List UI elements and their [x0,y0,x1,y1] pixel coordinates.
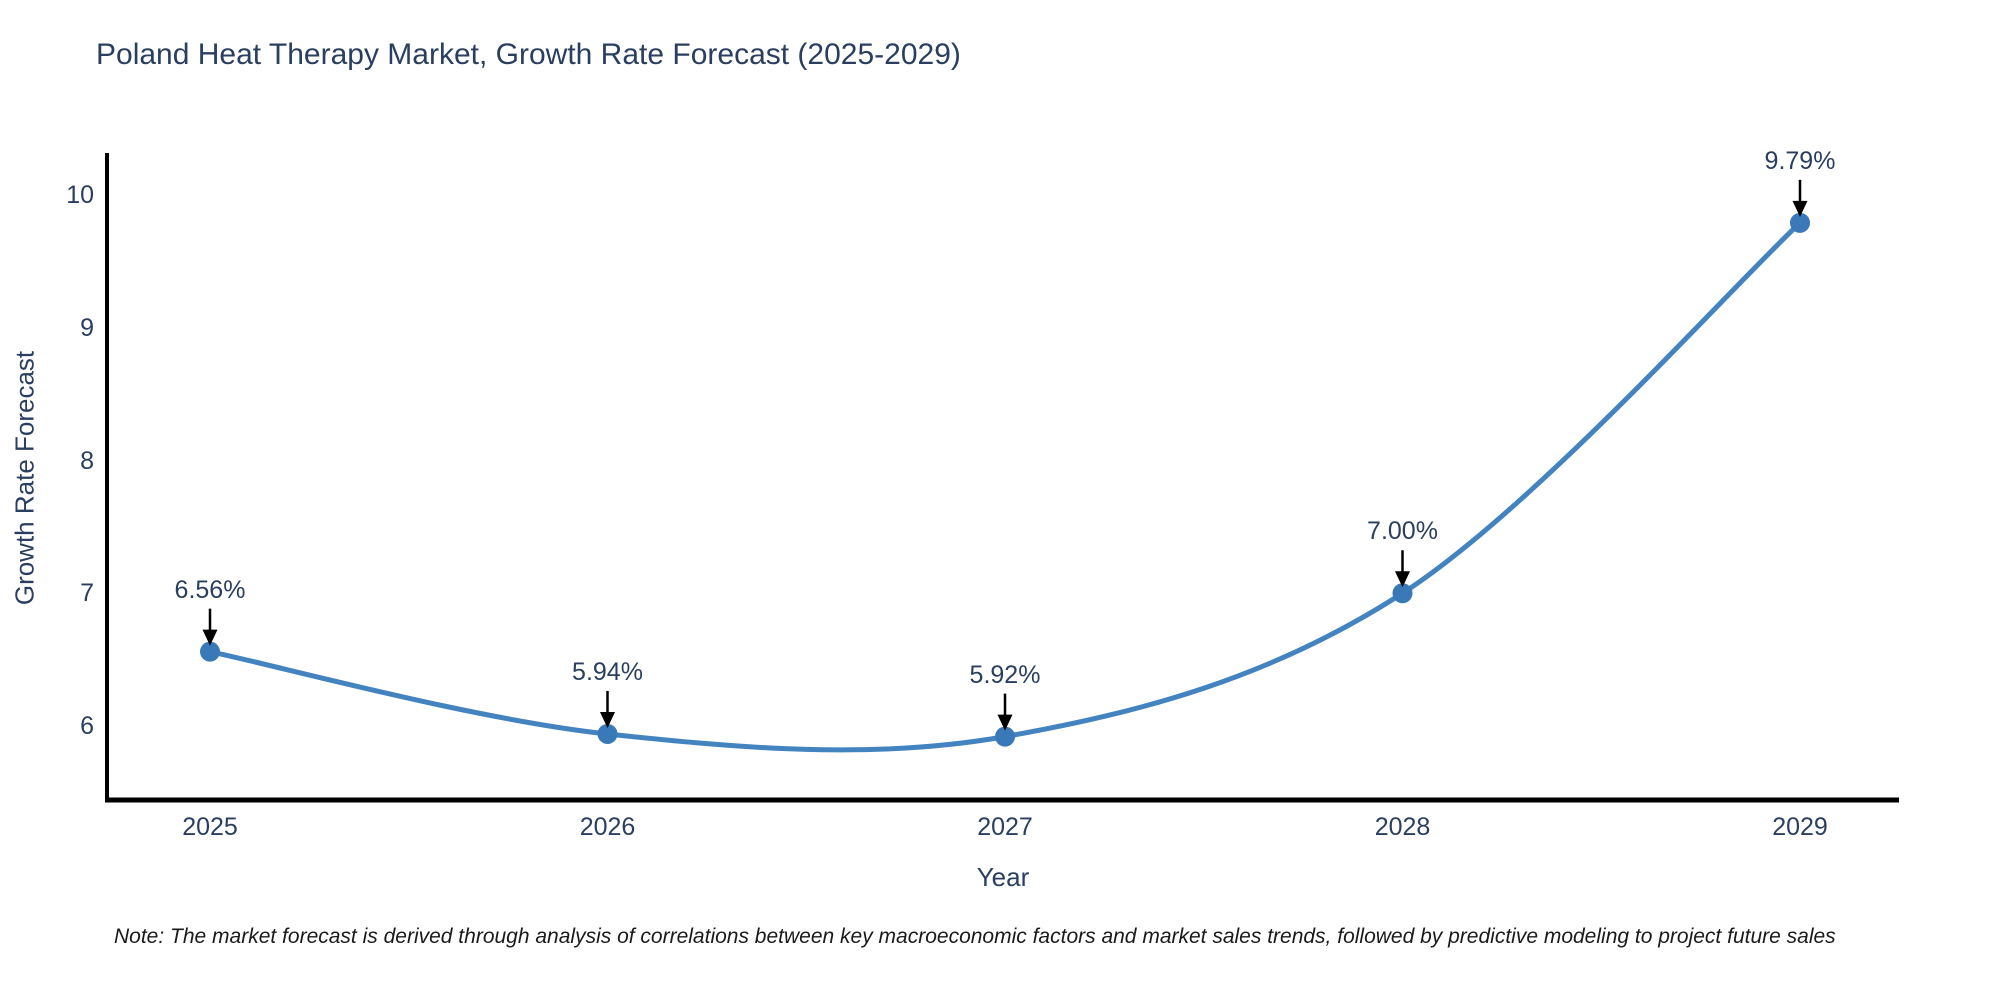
data-point-marker [597,723,618,744]
annotation-arrow-head [1395,571,1410,588]
data-point-marker [1790,212,1810,233]
series-layer [200,212,1810,753]
y-tick-label: 9 [80,313,94,342]
x-tick-label: 2025 [182,813,238,841]
chart-title: Poland Heat Therapy Market, Growth Rate … [96,38,961,71]
y-tick-label: 8 [80,446,94,475]
annotation-arrow-head [600,711,615,728]
data-point-label: 5.92% [969,660,1041,689]
y-tick-label: 6 [80,712,94,740]
y-tick-label: 10 [66,181,94,209]
annotation-arrow-head [997,714,1013,731]
annotation-arrows-layer [202,179,1808,731]
data-point-marker [995,726,1015,747]
x-axis-title: Year [976,862,1030,892]
data-point-label: 6.56% [174,575,246,604]
data-point-marker [200,641,220,662]
y-axis-title: Growth Rate Forecast [9,350,40,606]
data-point-marker [1392,583,1413,604]
x-tick-label: 2027 [977,813,1033,841]
data-point-label: 9.79% [1764,146,1836,175]
data-point-label: 7.00% [1367,517,1438,546]
annotation-arrow-head [1792,200,1808,217]
y-tick-label: 7 [80,579,94,608]
annotation-arrow-head [202,629,218,646]
x-tick-label: 2029 [1772,813,1828,841]
footnote: Note: The market forecast is derived thr… [114,925,1836,948]
x-tick-label: 2026 [579,813,636,841]
data-point-label: 5.94% [572,657,643,686]
x-tick-label: 2028 [1374,813,1431,841]
